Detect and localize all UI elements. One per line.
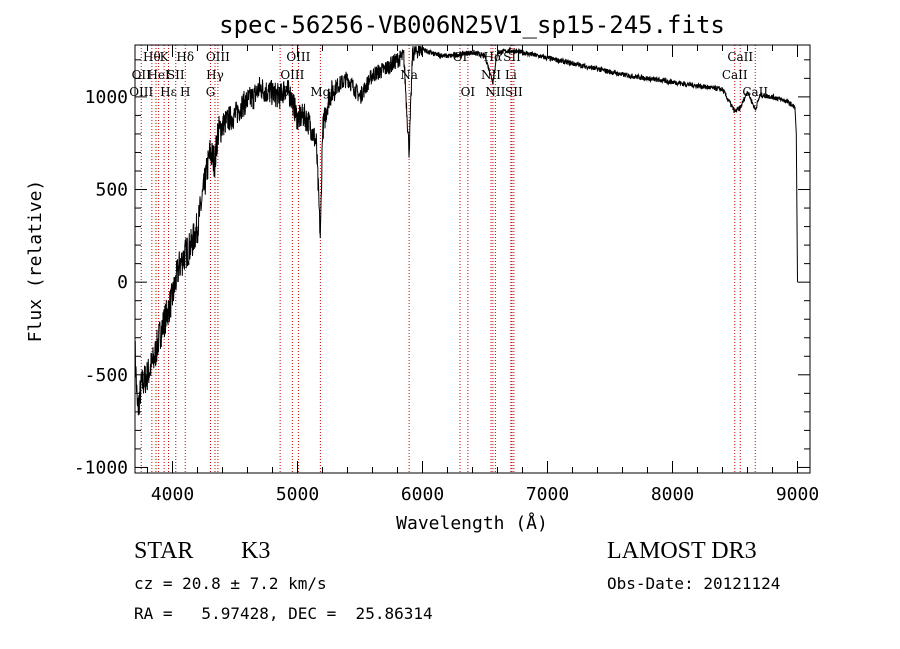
y-tick-label: 500 [95, 180, 128, 201]
object-subclass: K3 [241, 538, 271, 564]
line-marker-label: Hδ [176, 50, 194, 64]
line-marker-label: OIII [286, 50, 310, 64]
line-marker-label: SII [167, 68, 185, 82]
line-marker-label: Li [505, 68, 517, 82]
line-marker-label: Hγ [206, 68, 224, 82]
line-marker-label: H [180, 85, 190, 99]
y-axis-ticks: -1000 -500 0 500 1000 [74, 59, 810, 478]
y-tick-label: -500 [85, 365, 128, 386]
x-tick-label: 7000 [526, 484, 569, 505]
line-marker-label: CaII [727, 50, 753, 64]
line-marker-label: OI [461, 85, 476, 99]
x-axis-label: Wavelength (Å) [396, 512, 548, 534]
line-marker-label: Na [400, 68, 418, 82]
y-tick-label: 1000 [85, 87, 128, 108]
x-axis-ticks: 4000 5000 6000 7000 8000 9000 [147, 45, 819, 505]
line-marker-label: CaII [722, 68, 748, 82]
line-marker-label: Hε [160, 85, 177, 99]
x-tick-label: 9000 [776, 484, 819, 505]
chart-title: spec-56256-VB006N25V1_sp15-245.fits [219, 11, 725, 39]
x-tick-label: 8000 [651, 484, 694, 505]
x-tick-label: 6000 [401, 484, 444, 505]
x-tick-label: 4000 [151, 484, 194, 505]
line-marker-label: SII [503, 50, 521, 64]
line-markers [140, 45, 756, 473]
line-marker-label: NII [485, 85, 505, 99]
redshift-info: cz = 20.8 ± 7.2 km/s [134, 574, 327, 593]
spectrum-line [134, 45, 798, 416]
line-marker-label: K [160, 50, 170, 64]
coordinates: RA = 5.97428, DEC = 25.86314 [134, 604, 433, 623]
x-tick-label: 5000 [276, 484, 319, 505]
survey-name: LAMOST DR3 [607, 538, 757, 564]
object-type: STAR [134, 538, 194, 564]
y-tick-label: -1000 [74, 457, 128, 478]
line-marker-label: Mg [310, 85, 330, 99]
line-marker-label: OIII [206, 50, 230, 64]
y-axis-label: Flux (relative) [25, 180, 46, 343]
observation-date: Obs-Date: 20121124 [607, 574, 781, 593]
line-marker-label: HeI [147, 68, 170, 82]
line-marker-label: Hθ [143, 50, 161, 64]
line-marker-label: G [206, 85, 216, 99]
line-marker-label: SII [505, 85, 523, 99]
y-tick-label: 0 [117, 272, 128, 293]
line-marker-label: OIII [280, 68, 304, 82]
